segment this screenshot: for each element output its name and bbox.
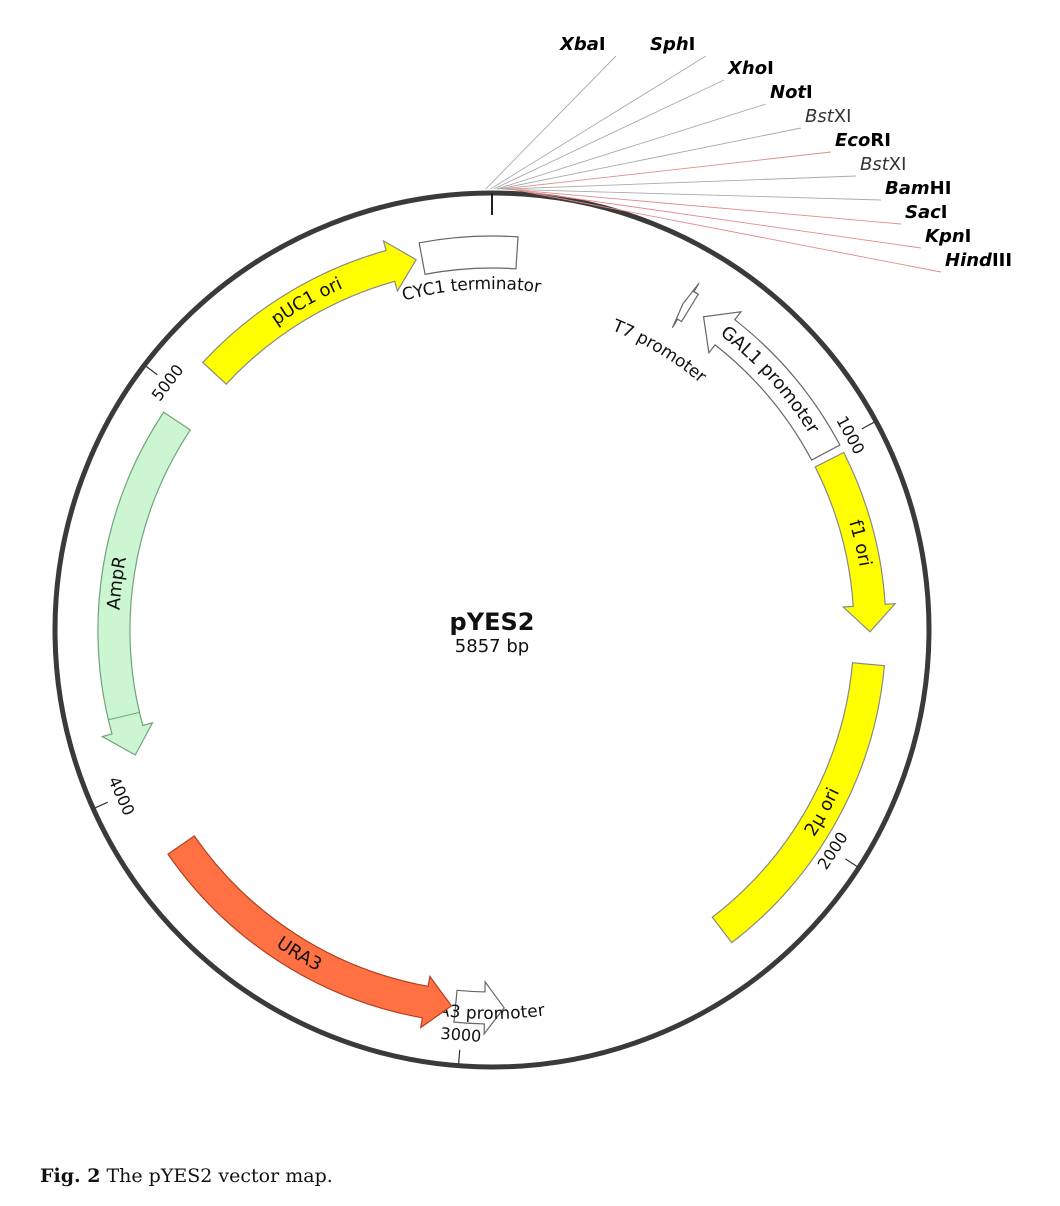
site-label-italic: Xba — [559, 34, 599, 55]
site-label-italic: Sac — [905, 202, 941, 223]
site-leader-line — [498, 127, 802, 190]
feature-label: GAL1 promoter — [717, 322, 824, 438]
feature-shape — [97, 411, 192, 756]
site-label: HindIII — [945, 250, 1012, 271]
site-label-italic: Bst — [860, 154, 890, 175]
site-bstxi: BstXI — [503, 154, 906, 190]
site-label: BamHI — [885, 178, 951, 199]
tick-label: 3000 — [440, 1024, 482, 1046]
site-bamhi: BamHI — [505, 178, 951, 201]
feature-f1: f1 ori — [814, 451, 897, 633]
plasmid-size: 5857 bp — [455, 636, 529, 657]
tick-mark — [861, 421, 875, 430]
site-label: EcoRI — [835, 130, 891, 151]
site-label-italic: Xho — [727, 58, 767, 79]
tick-mark — [845, 858, 858, 867]
site-label: SacI — [905, 202, 947, 223]
feature-label: CYC1 terminator — [400, 274, 542, 306]
feature-two_mu: 2μ ori — [711, 662, 886, 944]
feature-shape — [418, 235, 519, 275]
site-label: SphI — [650, 34, 695, 55]
caption-prefix: Fig. 2 — [40, 1165, 101, 1187]
site-hindiii: HindIII — [513, 189, 1012, 273]
feature-ura3: URA3 — [167, 835, 453, 1029]
feature-puc: pUC1 ori — [201, 239, 417, 386]
site-label-roman: I — [806, 82, 813, 103]
feature-shape — [702, 311, 841, 461]
site-label-italic: Kpn — [925, 226, 965, 247]
tick-mark — [458, 1049, 461, 1064]
site-leader-line — [508, 188, 902, 225]
site-leader-line — [493, 79, 725, 190]
site-label-italic: Sph — [650, 34, 689, 55]
site-label-roman: I — [689, 34, 696, 55]
feature-ampr: AmpR — [97, 411, 192, 756]
ampr-divider — [108, 711, 140, 721]
site-leader-line — [511, 188, 922, 249]
feature-label-path: T7 promoter — [609, 316, 710, 387]
center-labels: pYES2 5857 bp — [450, 608, 535, 657]
feature-cyc1: CYC1 terminator — [400, 235, 542, 306]
site-label: BstXI — [860, 154, 906, 175]
site-label-roman: I — [965, 226, 972, 247]
site-label-roman: I — [599, 34, 606, 55]
feature-shape — [453, 980, 505, 1036]
site-leader-line — [503, 175, 857, 190]
tick-label: 4000 — [105, 774, 139, 819]
feature-shape — [711, 662, 886, 944]
site-label-roman: I — [767, 58, 774, 79]
plasmid-name: pYES2 — [450, 608, 535, 636]
tick-label: 1000 — [832, 413, 868, 458]
feature-t7: T7 promoter — [609, 282, 710, 387]
feature-shape — [167, 835, 453, 1029]
backbone-layer — [52, 190, 932, 1070]
site-label-roman: III — [992, 250, 1012, 271]
feature-label: T7 promoter — [609, 316, 710, 387]
site-leader-line — [505, 188, 882, 201]
site-leader-line — [490, 55, 707, 190]
restriction-sites: XbaI SphIXhoINotIBstXIEcoRIBstXIBamHISacI… — [485, 34, 1012, 273]
site-label-roman: XI — [834, 106, 852, 127]
site-label-roman: HI — [930, 178, 952, 199]
tick-label: 5000 — [148, 361, 188, 405]
site-label: XhoI — [727, 58, 774, 79]
feature-shape — [814, 451, 897, 633]
site-ecori: EcoRI — [501, 130, 891, 190]
feature-gal1: GAL1 promoter — [702, 311, 841, 461]
figure-caption: Fig. 2 The pYES2 vector map. — [40, 1165, 333, 1187]
site-kpni: KpnI — [511, 188, 971, 249]
tick-mark — [94, 801, 109, 809]
site-label-italic: Bst — [805, 106, 835, 127]
site-label-italic: Hind — [945, 250, 993, 271]
site-noti: NotI — [496, 82, 813, 190]
site-label-roman: RI — [870, 130, 891, 151]
feature-shape — [201, 239, 417, 386]
site-leader-line — [496, 103, 767, 190]
site-label-italic: Not — [770, 82, 807, 103]
site-label-roman: I — [941, 202, 948, 223]
site-label: BstXI — [805, 106, 851, 127]
site-label-italic: Eco — [835, 130, 870, 151]
site-saci: SacI — [508, 188, 947, 225]
site-label: KpnI — [925, 226, 971, 247]
site-label: XbaI — [559, 34, 606, 55]
feature-shape — [671, 282, 700, 329]
tick-mark — [145, 365, 158, 376]
site-xhoi: XhoI — [493, 58, 774, 190]
site-bstxi: BstXI — [498, 106, 851, 190]
caption-text: The pYES2 vector map. — [100, 1165, 333, 1187]
site-label: NotI — [770, 82, 813, 103]
site-leader-line — [501, 151, 832, 190]
site-xbai: XbaI — [485, 34, 617, 190]
site-leader-line — [513, 189, 942, 273]
site-label-roman: XI — [889, 154, 907, 175]
site-sphi: SphI — [490, 34, 707, 190]
site-label-italic: Bam — [885, 178, 930, 199]
site-leader-line — [485, 55, 617, 190]
feature-label-path: GAL1 promoter — [717, 322, 824, 438]
feature-label-path: CYC1 terminator — [400, 274, 542, 306]
